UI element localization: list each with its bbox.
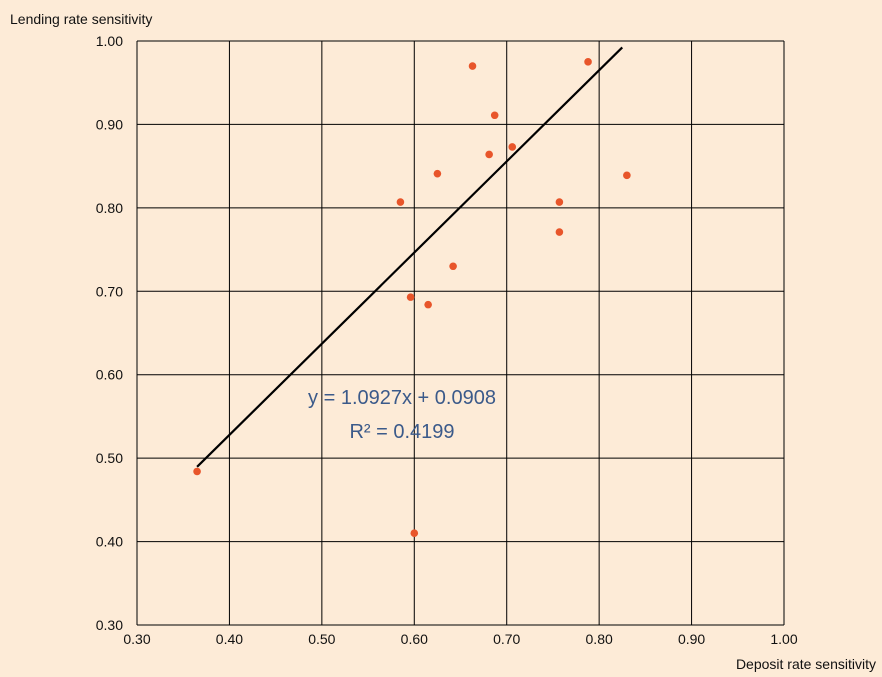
x-tick-label: 0.50 <box>308 631 335 647</box>
data-point <box>468 62 477 70</box>
x-axis-label: Deposit rate sensitivity <box>736 656 876 672</box>
y-tick-label: 0.60 <box>96 367 123 383</box>
x-tick-label: 1.00 <box>770 631 797 647</box>
regression-equation: y = 1.0927x + 0.0908 <box>308 387 496 409</box>
y-tick-label: 0.80 <box>96 200 123 216</box>
y-tick-label: 0.30 <box>96 617 123 633</box>
data-point <box>424 300 432 309</box>
data-point <box>623 171 631 180</box>
tick-labels: 0.30 0.40 0.50 0.60 0.70 0.80 0.90 1.00 0.30 0.40… <box>96 33 798 647</box>
data-point <box>410 529 419 538</box>
x-tick-label: 0.30 <box>123 631 150 647</box>
data-point <box>508 143 517 151</box>
data-point <box>449 262 457 271</box>
x-tick-label: 0.80 <box>586 631 613 647</box>
y-tick-label: 0.50 <box>96 450 123 466</box>
data-point <box>433 169 442 178</box>
data-point <box>485 150 493 159</box>
y-tick-label: 0.40 <box>96 534 123 550</box>
x-tick-label: 0.70 <box>493 631 520 647</box>
x-tick-label: 0.40 <box>216 631 243 647</box>
x-tick-label: 0.60 <box>401 631 428 647</box>
data-point <box>555 198 564 206</box>
trendline <box>196 46 624 468</box>
grid <box>136 40 785 626</box>
data-point <box>406 293 415 301</box>
data-point <box>555 228 564 236</box>
y-axis-label: Lending rate sensitivity <box>10 11 152 27</box>
data-point <box>584 58 592 66</box>
data-point <box>490 111 499 120</box>
data-point <box>396 198 405 206</box>
data-point <box>193 467 201 476</box>
y-tick-label: 0.90 <box>96 116 123 132</box>
data-points <box>193 58 631 538</box>
r-squared-label: R² = 0.4199 <box>349 421 454 443</box>
x-tick-label: 0.90 <box>678 631 705 647</box>
y-tick-label: 1.00 <box>96 33 123 49</box>
y-tick-label: 0.70 <box>96 283 123 299</box>
